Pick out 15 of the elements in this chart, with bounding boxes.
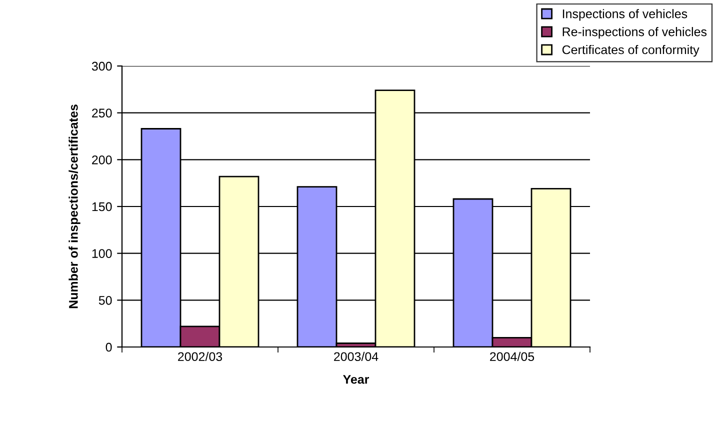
legend-label: Certificates of conformity (562, 45, 700, 57)
y-tick-label: 50 (98, 296, 112, 305)
x-tick-label: 2004/05 (490, 352, 534, 362)
x-tick-label: 2003/04 (334, 352, 378, 362)
legend-label: Inspections of vehicles (562, 9, 688, 21)
y-tick-label: 250 (92, 108, 112, 118)
x-tick-label: 2002/03 (178, 352, 222, 362)
x-axis-title: Year (343, 375, 370, 384)
y-tick-label: 200 (92, 155, 112, 164)
y-axis-title: Number of inspections/certificates (68, 104, 80, 308)
legend-label: Re-inspections of vehicles (562, 27, 707, 39)
y-tick-label: 0 (106, 342, 112, 352)
y-tick-label: 300 (92, 62, 112, 71)
y-tick-label: 150 (92, 202, 112, 212)
y-tick-label: 100 (92, 249, 112, 258)
